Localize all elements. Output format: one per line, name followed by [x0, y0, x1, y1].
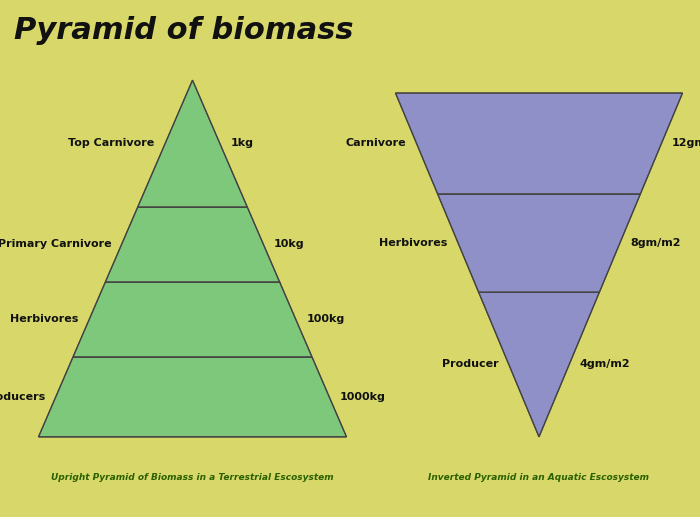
Text: 4gm/m2: 4gm/m2 — [580, 359, 630, 370]
Polygon shape — [106, 207, 279, 282]
Text: 1kg: 1kg — [230, 139, 253, 148]
Text: Carnivore: Carnivore — [345, 139, 406, 148]
Text: 100kg: 100kg — [306, 314, 344, 324]
Text: Inverted Pyramid in an Aquatic Escosystem: Inverted Pyramid in an Aquatic Escosyste… — [428, 473, 650, 482]
Polygon shape — [73, 282, 312, 357]
Text: Primary Carnivore: Primary Carnivore — [0, 239, 111, 249]
Text: 1000kg: 1000kg — [340, 392, 386, 402]
Polygon shape — [138, 80, 247, 207]
Text: Producer: Producer — [442, 359, 498, 370]
Polygon shape — [38, 357, 346, 437]
Text: Producers: Producers — [0, 392, 46, 402]
Text: Herbivores: Herbivores — [10, 314, 79, 324]
Text: Pyramid of biomass: Pyramid of biomass — [14, 16, 354, 44]
Polygon shape — [479, 292, 599, 437]
Text: 10kg: 10kg — [274, 239, 304, 249]
Text: Herbivores: Herbivores — [379, 238, 447, 248]
Text: 12gm/m2: 12gm/m2 — [672, 139, 700, 148]
Text: 8gm/m2: 8gm/m2 — [631, 238, 681, 248]
Text: Top Carnivore: Top Carnivore — [69, 139, 155, 148]
Text: Upright Pyramid of Biomass in a Terrestrial Escosystem: Upright Pyramid of Biomass in a Terrestr… — [51, 473, 334, 482]
Polygon shape — [395, 93, 682, 194]
Polygon shape — [438, 194, 640, 292]
